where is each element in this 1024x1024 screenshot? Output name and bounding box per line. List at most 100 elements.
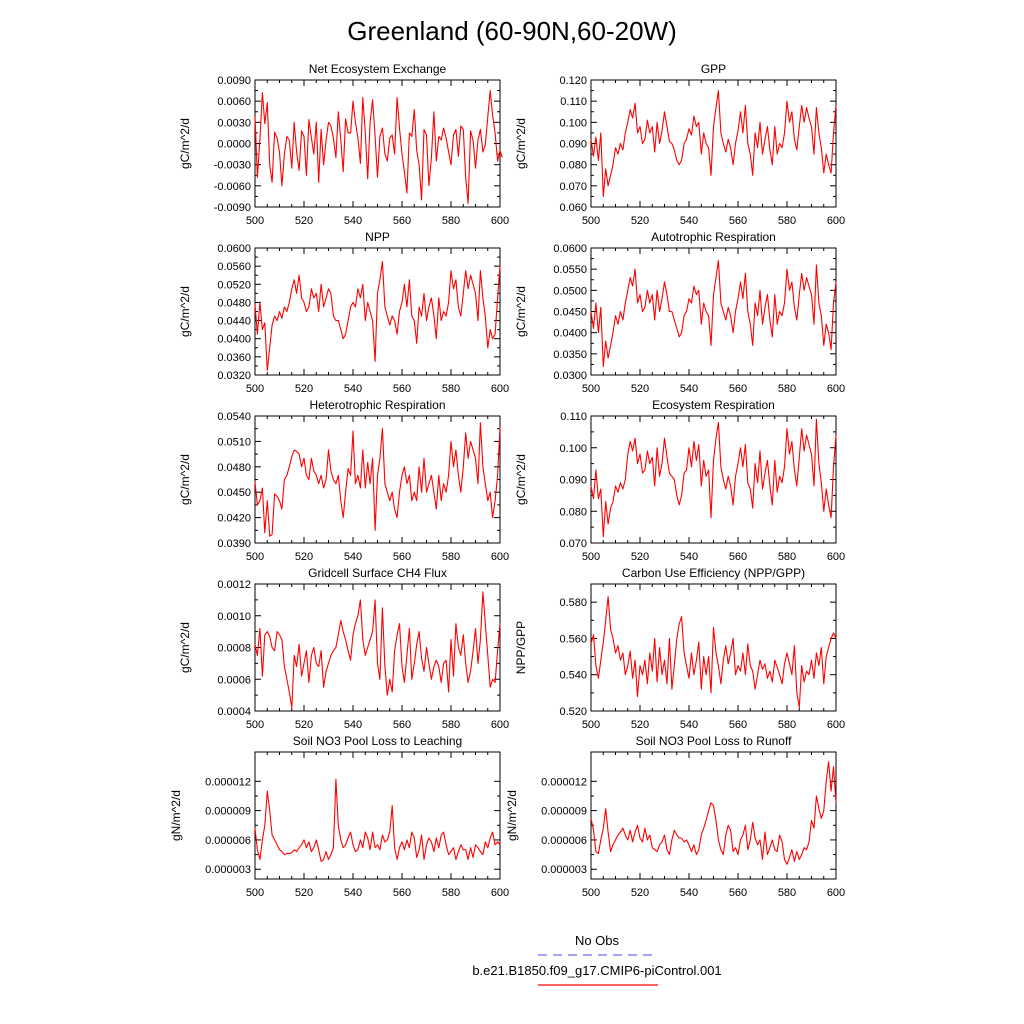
plot-frame bbox=[590, 583, 837, 712]
panels: Net Ecosystem Exchange 500 520 540 560 580 600… bbox=[169, 62, 845, 899]
y-tick-label: 0.0600 bbox=[217, 243, 251, 255]
y-tick-label: 0.0030 bbox=[217, 117, 251, 129]
plot-frame bbox=[254, 79, 501, 208]
y-tick-label: 0.0480 bbox=[217, 297, 251, 309]
plot-frame bbox=[590, 415, 837, 544]
x-tick-label: 600 bbox=[491, 887, 509, 899]
x-tick-label: 500 bbox=[582, 215, 600, 227]
panel-4: Autotrophic Respiration 500 520 540 560 580 60… bbox=[514, 230, 845, 395]
x-tick-label: 560 bbox=[729, 215, 747, 227]
y-axis-label: gC/m^2/d bbox=[514, 118, 528, 169]
x-tick-label: 600 bbox=[827, 383, 845, 395]
panel-title: Soil NO3 Pool Loss to Leaching bbox=[293, 734, 462, 748]
x-tick-label: 540 bbox=[680, 887, 698, 899]
x-tick-label: 520 bbox=[631, 215, 649, 227]
y-tick-label: 0.0510 bbox=[217, 436, 251, 448]
x-tick-label: 600 bbox=[827, 887, 845, 899]
y-tick-label: 0.0540 bbox=[217, 411, 251, 423]
x-tick-label: 560 bbox=[729, 551, 747, 563]
x-tick-label: 580 bbox=[442, 215, 460, 227]
x-tick-label: 540 bbox=[680, 719, 698, 731]
x-tick-label: 600 bbox=[491, 215, 509, 227]
y-tick-label: 0.0300 bbox=[553, 370, 587, 382]
x-tick-label: 560 bbox=[393, 551, 411, 563]
y-axis-label: NPP/GPP bbox=[514, 621, 528, 674]
panel-title: Soil NO3 Pool Loss to Runoff bbox=[636, 734, 793, 748]
panel-10: Soil NO3 Pool Loss to Runoff 500 520 540 560… bbox=[505, 734, 845, 899]
x-tick-label: 520 bbox=[631, 383, 649, 395]
panel-7: Gridcell Surface CH4 Flux 500 520 540 560 580… bbox=[178, 566, 509, 731]
figure-title: Greenland (60-90N,60-20W) bbox=[347, 16, 677, 46]
x-tick-label: 520 bbox=[631, 551, 649, 563]
x-tick-label: 500 bbox=[582, 383, 600, 395]
y-tick-label: 0.0320 bbox=[217, 370, 251, 382]
y-tick-label: 0.0008 bbox=[217, 643, 251, 655]
panel-8: Carbon Use Efficiency (NPP/GPP) 500 520 540… bbox=[514, 566, 845, 731]
y-tick-label: 0.080 bbox=[559, 160, 587, 172]
y-axis-label: gC/m^2/d bbox=[514, 454, 528, 505]
y-tick-label: 0.540 bbox=[559, 670, 587, 682]
panel-title: Heterotrophic Respiration bbox=[309, 398, 445, 412]
x-tick-label: 520 bbox=[295, 887, 313, 899]
x-tick-label: 520 bbox=[295, 383, 313, 395]
panel-5: Heterotrophic Respiration 500 520 540 560 580… bbox=[178, 398, 509, 563]
x-tick-label: 580 bbox=[442, 551, 460, 563]
panel-3: NPP 500 520 540 560 580 600 0.0320 0.0360 0.0400 0… bbox=[178, 230, 509, 395]
x-tick-label: 500 bbox=[246, 887, 264, 899]
y-tick-label: 0.0390 bbox=[217, 538, 251, 550]
x-tick-label: 560 bbox=[729, 719, 747, 731]
plot-frame bbox=[254, 247, 501, 376]
plot-frame bbox=[590, 79, 837, 208]
legend: No Obs b.e21.B1850.f09_g17.CMIP6-piContro… bbox=[472, 933, 722, 986]
panel-title: NPP bbox=[365, 230, 390, 244]
x-tick-label: 500 bbox=[246, 551, 264, 563]
x-tick-label: 540 bbox=[680, 383, 698, 395]
y-tick-label: -0.0060 bbox=[214, 181, 251, 193]
x-tick-label: 500 bbox=[246, 719, 264, 731]
y-tick-label: 0.100 bbox=[559, 443, 587, 455]
plot-frame bbox=[590, 247, 837, 376]
x-tick-label: 540 bbox=[344, 215, 362, 227]
x-tick-label: 540 bbox=[344, 719, 362, 731]
y-tick-label: 0.0012 bbox=[217, 579, 251, 591]
panel-title: Ecosystem Respiration bbox=[652, 398, 775, 412]
y-tick-label: -0.0030 bbox=[214, 160, 251, 172]
series-line bbox=[254, 591, 501, 709]
y-tick-label: 0.0440 bbox=[217, 316, 251, 328]
series-line bbox=[590, 761, 837, 865]
y-tick-label: 0.0400 bbox=[217, 334, 251, 346]
y-tick-label: 0.0360 bbox=[217, 352, 251, 364]
series-line bbox=[590, 260, 837, 368]
y-axis-label: gC/m^2/d bbox=[514, 286, 528, 337]
x-tick-label: 540 bbox=[344, 887, 362, 899]
y-tick-label: 0.580 bbox=[559, 597, 587, 609]
y-tick-label: 0.120 bbox=[559, 75, 587, 87]
y-tick-label: 0.0090 bbox=[217, 75, 251, 87]
x-tick-label: 580 bbox=[442, 383, 460, 395]
series-line bbox=[254, 422, 501, 537]
x-tick-label: 500 bbox=[582, 887, 600, 899]
y-tick-label: 0.520 bbox=[559, 706, 587, 718]
panel-1: Net Ecosystem Exchange 500 520 540 560 580 600… bbox=[178, 62, 509, 227]
y-tick-label: 0.0450 bbox=[553, 307, 587, 319]
x-tick-label: 600 bbox=[491, 383, 509, 395]
panel-title: Gridcell Surface CH4 Flux bbox=[308, 566, 447, 580]
y-tick-label: 0.000006 bbox=[205, 835, 251, 847]
x-tick-label: 600 bbox=[827, 551, 845, 563]
x-tick-label: 560 bbox=[393, 887, 411, 899]
x-tick-label: 520 bbox=[295, 551, 313, 563]
series-line bbox=[254, 90, 503, 205]
x-tick-label: 540 bbox=[680, 551, 698, 563]
y-tick-label: 0.0006 bbox=[217, 674, 251, 686]
x-tick-label: 520 bbox=[631, 719, 649, 731]
y-tick-label: 0.070 bbox=[559, 538, 587, 550]
y-tick-label: 0.560 bbox=[559, 633, 587, 645]
y-tick-label: 0.000003 bbox=[205, 864, 251, 876]
y-axis-label: gC/m^2/d bbox=[178, 118, 192, 169]
legend-label-obs: No Obs bbox=[575, 933, 620, 948]
y-tick-label: 0.000012 bbox=[541, 776, 587, 788]
x-tick-label: 540 bbox=[344, 551, 362, 563]
plot-frame bbox=[254, 583, 501, 712]
x-tick-label: 600 bbox=[491, 719, 509, 731]
